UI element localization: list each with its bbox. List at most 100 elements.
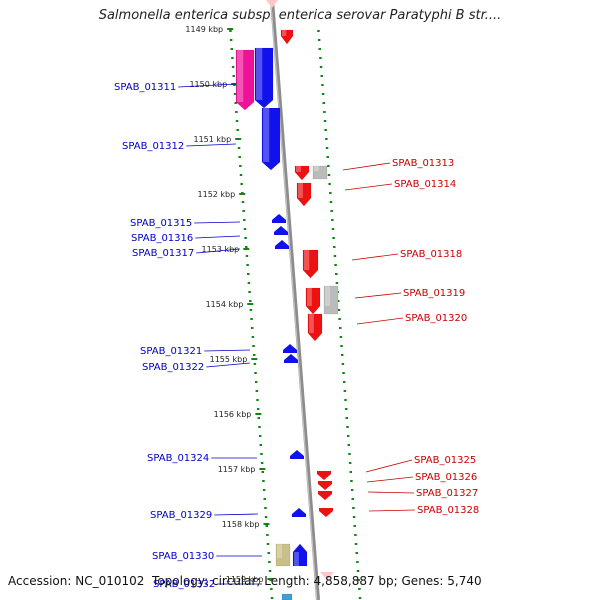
gene-leader-right xyxy=(356,317,404,325)
guide-dot-right xyxy=(323,111,326,113)
gene-label-right[interactable]: SPAB_01325 xyxy=(414,455,476,466)
guide-dot-left xyxy=(250,327,254,329)
gene-features[interactable] xyxy=(235,29,339,600)
gene-label-left[interactable]: SPAB_01322 xyxy=(142,362,204,373)
gene-spab-01325-feature[interactable] xyxy=(317,471,331,480)
gene-partial-top-feature[interactable] xyxy=(280,29,294,45)
guide-dot-right xyxy=(317,39,321,41)
gene-spab-01321-feature[interactable] xyxy=(283,344,297,353)
gene-spab-01326-feature[interactable] xyxy=(318,481,332,490)
guide-dot-right xyxy=(350,489,354,491)
backbone-bottom-mark xyxy=(320,572,334,580)
guide-dot-left xyxy=(243,228,247,230)
gene-spab-01320-feature-shade xyxy=(309,314,314,333)
gene-spab-01320-feature[interactable] xyxy=(307,313,323,342)
gene-label-right[interactable]: SPAB_01320 xyxy=(405,313,467,324)
gene-spab-01330a-feature-shade xyxy=(277,544,282,558)
kbp-tick-label: 1151 kbp xyxy=(193,135,231,144)
guide-dot-left xyxy=(260,462,264,464)
guide-dot-left xyxy=(236,129,239,131)
gene-spab-01313-feature[interactable] xyxy=(294,165,310,181)
gene-spab-01312-feature[interactable] xyxy=(261,107,281,171)
guide-dot-left xyxy=(268,570,272,572)
gene-label-right[interactable]: SPAB_01314 xyxy=(394,179,456,190)
guide-dot-right xyxy=(330,210,333,212)
gene-spab-01311-feature[interactable] xyxy=(235,49,255,111)
gene-spab-01330a-feature[interactable] xyxy=(275,543,291,567)
gene-leader-left xyxy=(186,143,237,147)
guide-dot-right xyxy=(334,264,337,266)
gene-label-left[interactable]: SPAB_01330 xyxy=(152,551,214,562)
guide-dot-left xyxy=(266,534,269,536)
gene-spab-01318-feature[interactable] xyxy=(302,249,319,279)
gene-spab-01324-feature[interactable] xyxy=(290,450,304,459)
gene-spab-01319b-feature[interactable] xyxy=(323,285,339,315)
gene-spab-01314-feature[interactable] xyxy=(296,182,312,207)
guide-dot-left xyxy=(254,372,257,374)
gene-spab-01329-feature[interactable] xyxy=(292,508,306,517)
guide-dot-left xyxy=(240,183,243,185)
guide-dot-left xyxy=(256,408,260,410)
guide-dot-right xyxy=(342,381,346,383)
gene-label-left[interactable]: SPAB_01316 xyxy=(131,233,193,244)
gene-label-left[interactable]: SPAB_01317 xyxy=(132,248,194,259)
guide-dot-right xyxy=(333,255,337,257)
backbone-top-mark xyxy=(266,0,278,8)
gene-label-right[interactable]: SPAB_01327 xyxy=(416,488,478,499)
guide-dot-right xyxy=(347,444,351,446)
guide-dot-left xyxy=(266,543,270,545)
gene-spab-01330-feature[interactable] xyxy=(292,543,308,567)
gene-partial-bottom-feature[interactable] xyxy=(281,593,293,600)
guide-dot-left xyxy=(246,264,249,266)
gene-spab-01319-feature[interactable] xyxy=(305,287,321,315)
guide-dot-right xyxy=(341,363,345,365)
gene-leader-right xyxy=(367,491,415,494)
gene-leader-right xyxy=(368,509,416,512)
gene-label-right[interactable]: SPAB_01319 xyxy=(403,288,465,299)
gene-spab-01328-feature[interactable] xyxy=(319,508,333,517)
guide-dot-left xyxy=(264,507,267,509)
guide-dot-right xyxy=(342,372,345,374)
gene-label-left[interactable]: SPAB_01311 xyxy=(114,82,176,93)
guide-dot-left xyxy=(270,588,273,590)
gene-spab-01327-feature[interactable] xyxy=(318,491,332,500)
gene-spab-01316-feature[interactable] xyxy=(274,226,288,235)
guide-dot-left xyxy=(262,480,265,482)
kbp-tick-mark xyxy=(227,28,234,30)
gene-label-right[interactable]: SPAB_01313 xyxy=(392,158,454,169)
guide-dot-left xyxy=(248,291,251,293)
guide-dot-right xyxy=(352,516,356,518)
gene-label-left[interactable]: SPAB_01321 xyxy=(140,346,202,357)
gene-label-right[interactable]: SPAB_01318 xyxy=(400,249,462,260)
guide-dot-right xyxy=(346,435,350,437)
kbp-tick-mark xyxy=(243,248,250,250)
guide-dot-left xyxy=(230,48,234,50)
guide-dot-right xyxy=(354,543,358,545)
kbp-tick-label: 1158 kbp xyxy=(222,520,260,529)
gene-spab-01311b-feature-shade xyxy=(256,48,263,100)
gene-label-right[interactable]: SPAB_01328 xyxy=(417,505,479,516)
gene-label-left[interactable]: SPAB_01312 xyxy=(122,141,184,152)
gene-label-left[interactable]: SPAB_01332 xyxy=(153,579,215,590)
guide-dot-left xyxy=(252,345,255,347)
gene-spab-01322-feature[interactable] xyxy=(284,354,298,363)
gene-spab-01317-feature[interactable] xyxy=(275,240,289,249)
gene-label-right[interactable]: SPAB_01326 xyxy=(415,472,477,483)
gene-label-left[interactable]: SPAB_01315 xyxy=(130,218,192,229)
guide-dot-right xyxy=(335,282,339,284)
guide-dot-left xyxy=(257,417,261,419)
gene-leader-right xyxy=(366,476,414,483)
gene-label-left[interactable]: SPAB_01329 xyxy=(150,510,212,521)
gene-spab-01313b-feature[interactable] xyxy=(312,165,328,180)
guide-dot-right xyxy=(327,165,330,167)
gene-labels[interactable]: SPAB_01311 SPAB_01312 SPAB_01315 SPAB_01316… xyxy=(114,82,479,590)
guide-dot-right xyxy=(332,237,335,239)
guide-dot-left xyxy=(244,237,247,239)
gene-label-left[interactable]: SPAB_01324 xyxy=(147,453,209,464)
gene-leader-left xyxy=(196,248,241,254)
gene-spab-01315-feature[interactable] xyxy=(272,214,286,223)
kbp-tick-mark xyxy=(263,523,270,525)
kbp-tick-label: 1150 kbp xyxy=(189,80,227,89)
gene-spab-01311b-feature[interactable] xyxy=(254,47,274,109)
